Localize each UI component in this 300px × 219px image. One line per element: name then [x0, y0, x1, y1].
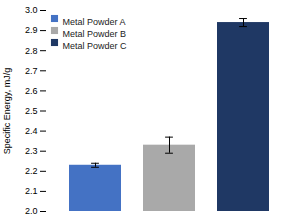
svg-text:2.4: 2.4 — [25, 126, 38, 136]
svg-text:2.5: 2.5 — [25, 106, 38, 116]
svg-text:2.3: 2.3 — [25, 146, 38, 156]
svg-text:2.9: 2.9 — [25, 25, 38, 35]
svg-text:Metal Powder A: Metal Powder A — [63, 17, 126, 27]
svg-text:Metal Powder B: Metal Powder B — [63, 29, 127, 39]
svg-text:2.1: 2.1 — [25, 186, 38, 196]
svg-text:3.0: 3.0 — [25, 5, 38, 15]
svg-text:2.2: 2.2 — [25, 166, 38, 176]
svg-text:Specific Energy, mJ/g: Specific Energy, mJ/g — [2, 68, 12, 154]
svg-text:Metal Powder C: Metal Powder C — [63, 41, 128, 51]
svg-text:2.8: 2.8 — [25, 46, 38, 56]
svg-text:2.7: 2.7 — [25, 66, 38, 76]
svg-text:2.0: 2.0 — [25, 206, 38, 216]
svg-text:2.6: 2.6 — [25, 86, 38, 96]
